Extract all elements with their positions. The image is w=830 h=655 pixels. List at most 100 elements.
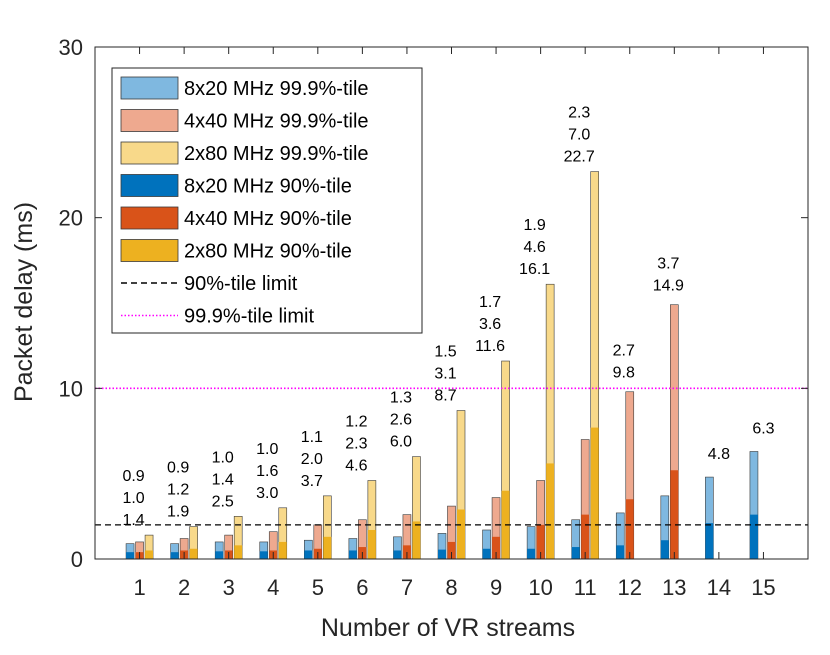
legend-swatch [120, 174, 179, 197]
data-label: 11.6 [475, 338, 505, 355]
legend-entry: 4x40 MHz 90%-tile [184, 208, 352, 230]
data-label: 0.9 [122, 468, 144, 485]
legend-swatch [120, 76, 179, 100]
y-axis-title: Packet delay (ms) [10, 202, 38, 402]
data-label: 3.0 [256, 485, 278, 502]
data-label: 3.7 [657, 256, 679, 273]
x-tick-label: 9 [490, 575, 502, 600]
data-label: 1.0 [212, 449, 234, 466]
data-label: 22.7 [564, 149, 595, 166]
x-tick-label: 11 [574, 575, 597, 600]
data-label: 1.9 [167, 504, 189, 521]
x-tick-label: 8 [445, 575, 457, 600]
x-tick-label: 6 [356, 575, 368, 600]
data-label: 4.6 [524, 239, 546, 256]
data-label: 1.0 [256, 441, 278, 458]
x-axis-title: Number of VR streams [321, 614, 575, 642]
data-label: 4.6 [345, 457, 367, 474]
legend: 8x20 MHz 99.9%-tile 4x40 MHz 99.9%-tile 2x… [111, 67, 423, 334]
data-label: 0.9 [167, 460, 189, 477]
bar-p90 [660, 540, 669, 559]
data-label: 8.7 [434, 388, 456, 405]
data-label: 2.3 [345, 435, 367, 452]
legend-entry: 2x80 MHz 90%-tile [184, 241, 352, 263]
legend-swatch [120, 206, 179, 230]
bar-p90 [590, 427, 599, 559]
data-label: 1.5 [434, 344, 456, 361]
data-label: 6.0 [390, 434, 412, 451]
x-tick-label: 15 [751, 575, 775, 600]
x-tick-label: 3 [223, 575, 235, 600]
data-label: 1.4 [212, 471, 234, 488]
bar-p90 [616, 545, 625, 559]
legend-entry: 4x40 MHz 99.9%-tile [184, 111, 369, 133]
bar-p90 [215, 551, 224, 559]
bar-p90 [527, 548, 536, 559]
data-label: 1.7 [479, 294, 501, 311]
bar-p90 [457, 509, 465, 559]
data-label: 1.0 [122, 490, 144, 507]
bar-p90 [482, 548, 491, 559]
bar-p90 [749, 514, 758, 559]
data-label: 4.8 [708, 446, 730, 463]
legend-swatch [120, 239, 179, 262]
data-label: 9.8 [613, 365, 635, 382]
x-tick-label: 1 [133, 575, 145, 600]
bar-p90 [571, 547, 580, 559]
x-tick-label: 14 [707, 575, 731, 600]
legend-entry: 99.9%-tile limit [184, 306, 314, 328]
legend-entry: 8x20 MHz 99.9%-tile [184, 78, 369, 100]
data-label: 3.6 [479, 316, 501, 333]
bar-p90 [625, 499, 634, 559]
data-label: 2.7 [613, 343, 635, 360]
bar-p90 [348, 550, 357, 559]
x-tick-label: 13 [662, 575, 686, 600]
legend-entry: 8x20 MHz 90%-tile [184, 176, 352, 198]
y-tick-label: 10 [59, 376, 83, 401]
data-label: 1.3 [390, 390, 412, 407]
bar-p90 [367, 529, 376, 559]
bar-p90 [278, 541, 287, 559]
data-label: 1.4 [122, 512, 144, 529]
y-tick-label: 0 [71, 547, 83, 572]
data-label: 2.0 [301, 451, 323, 468]
legend-swatch [120, 109, 179, 132]
x-tick-label: 5 [312, 575, 324, 600]
data-label: 2.6 [390, 412, 412, 429]
bar-p90 [189, 548, 198, 559]
bar-p90 [536, 524, 545, 559]
y-tick-label: 30 [59, 35, 83, 60]
y-tick-label: 20 [59, 206, 83, 231]
bar-p90 [259, 551, 268, 559]
bar-p90 [492, 536, 501, 559]
data-label: 6.3 [752, 420, 774, 437]
data-label: 1.1 [301, 429, 323, 446]
x-tick-label: 7 [401, 575, 413, 600]
bar-p90 [304, 550, 313, 559]
data-label: 1.9 [524, 217, 546, 234]
legend-entry: 90%-tile limit [184, 273, 298, 295]
reference-lines-layer [95, 387, 808, 526]
bar-p90 [670, 470, 679, 559]
data-label: 2.5 [212, 493, 234, 510]
legend-entry: 2x80 MHz 99.9%-tile [184, 143, 369, 165]
data-label: 3.1 [434, 366, 456, 383]
bar-p90 [705, 523, 714, 559]
x-tick-label: 2 [178, 575, 190, 600]
bar-p90 [447, 541, 456, 559]
bar-p90 [412, 521, 421, 559]
data-label: 16.1 [519, 261, 550, 278]
data-label: 2.3 [568, 105, 590, 122]
legend-swatch [120, 141, 179, 165]
data-label: 14.9 [653, 278, 684, 295]
x-tick-label: 10 [528, 575, 552, 600]
data-label: 7.0 [568, 127, 590, 144]
data-label: 1.2 [345, 413, 367, 430]
bar-p90 [546, 463, 555, 559]
bar-p90 [323, 536, 332, 559]
data-labels-layer: 0.9 1.0 1.4 0.9 1.2 1.9 1.0 1.4 2.5 1.0 1.6 3.0 1.1 2… [122, 105, 774, 530]
bar-p90 [126, 552, 135, 559]
bar-p90 [145, 550, 154, 559]
